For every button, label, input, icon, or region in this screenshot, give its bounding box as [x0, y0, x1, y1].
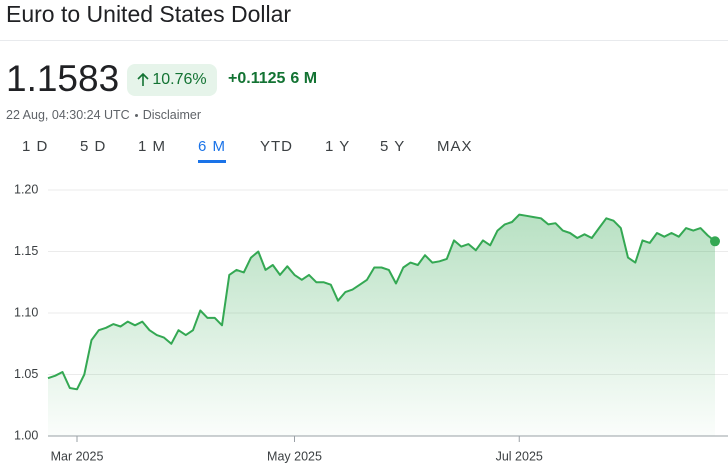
range-tab[interactable]: 1 D	[22, 138, 49, 155]
y-tick-label: 1.05	[14, 367, 38, 381]
y-tick-label: 1.20	[14, 182, 38, 196]
timestamp: 22 Aug, 04:30:24 UTC	[6, 108, 130, 122]
price: 1.1583	[6, 58, 120, 99]
change: +0.1125 6 M	[228, 70, 322, 88]
y-tick-label: 1.10	[14, 305, 38, 319]
up-arrow	[137, 73, 149, 86]
x-tick-label: Jul 2025	[496, 449, 543, 463]
y-tick-label: 1.15	[14, 244, 38, 258]
change-badge: 10.76%	[127, 64, 217, 96]
x-tick-label: Mar 2025	[51, 449, 104, 463]
disclaimer-link[interactable]: Disclaimer	[142, 108, 202, 122]
divider	[0, 40, 728, 41]
chart: 1.00 1.05 1.10 1.15 1.20 Mar 2025 May 2025 Jul …	[14, 182, 728, 463]
change-percent: 10.76%	[152, 71, 207, 88]
y-tick-label: 1.00	[14, 428, 38, 442]
last-point	[710, 236, 720, 247]
range-tab[interactable]: 5 Y	[380, 138, 406, 155]
title: Euro to United States Dollar	[6, 1, 292, 27]
range-tab[interactable]: 5 D	[80, 138, 107, 155]
area	[48, 214, 715, 436]
price-line	[47, 213, 716, 391]
range-tab[interactable]: YTD	[260, 138, 293, 155]
range-tab[interactable]: 1 M	[138, 138, 167, 155]
range-tab[interactable]: 1 Y	[325, 138, 351, 155]
change-period: 6 M	[290, 70, 318, 87]
range-tab[interactable]: 6 M	[198, 138, 227, 163]
subtitle: 22 Aug, 04:30:24 UTC Disclaimer	[6, 108, 201, 122]
x-tick-label: May 2025	[267, 449, 322, 463]
separator	[134, 113, 138, 117]
range-tab[interactable]: MAX	[437, 138, 473, 155]
change-value: +0.1125	[228, 70, 286, 87]
